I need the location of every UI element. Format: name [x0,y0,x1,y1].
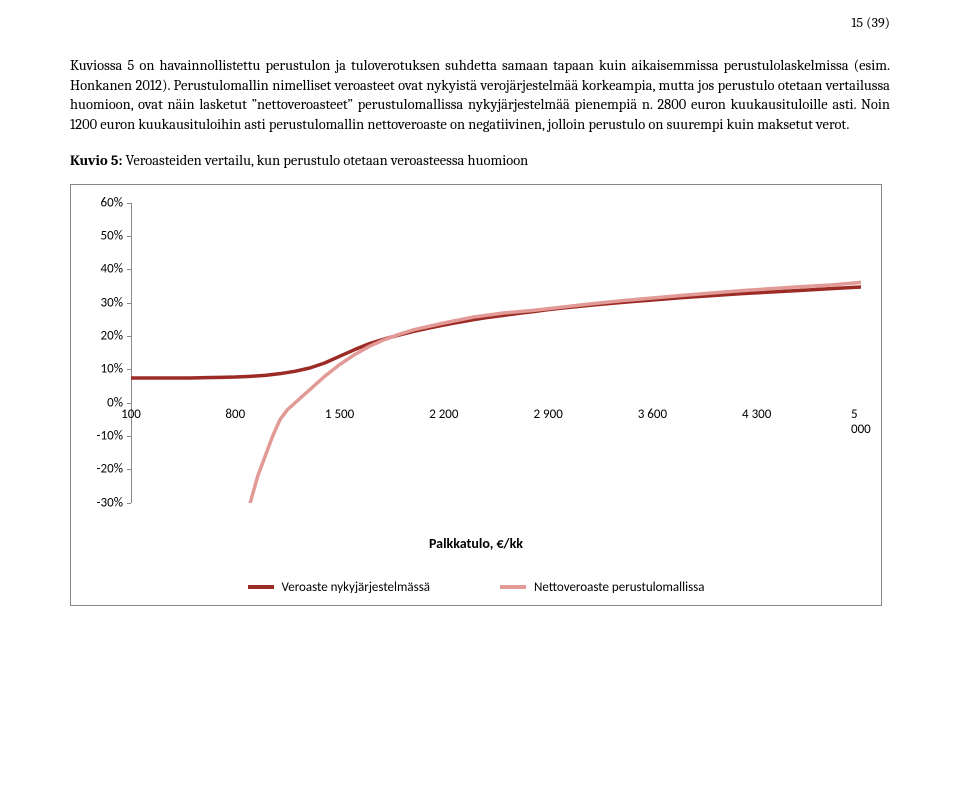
y-tick [127,503,131,504]
page-number: 15 (39) [851,14,890,31]
x-axis-title: Palkkatulo, €/kk [71,535,881,552]
chart-container: -30%-20%-10%0%10%20%30%40%50%60% 1008001… [70,184,882,606]
legend-item-1: Veroaste nykyjärjestelmässä [248,580,431,595]
figure-caption: Kuvio 5: Veroasteiden vertailu, kun peru… [70,152,890,169]
series-line-1 [131,287,861,378]
y-tick-label: 0% [83,395,123,410]
page-container: 15 (39) Kuviossa 5 on havainnollistettu … [0,0,960,809]
y-tick-label: 40% [83,262,123,277]
caption-label: Kuvio 5: [70,152,122,169]
chart-svg [131,203,861,503]
caption-text: Veroasteiden vertailu, kun perustulo ote… [122,152,528,169]
legend-swatch-2 [500,585,526,589]
y-tick-label: -30% [83,495,123,510]
y-tick-label: 20% [83,329,123,344]
series-line-2 [205,282,861,503]
legend-label-1: Veroaste nykyjärjestelmässä [282,580,431,595]
legend-swatch-1 [248,585,274,589]
y-tick-label: 30% [83,295,123,310]
y-tick-label: 50% [83,229,123,244]
y-tick-label: 10% [83,362,123,377]
y-tick-label: 60% [83,195,123,210]
y-tick-label: -10% [83,429,123,444]
body-paragraph: Kuviossa 5 on havainnollistettu perustul… [70,56,890,134]
plot-area [131,203,861,503]
legend: Veroaste nykyjärjestelmässä Nettoveroast… [71,580,881,595]
y-tick-label: -20% [83,462,123,477]
legend-label-2: Nettoveroaste perustulomallissa [534,580,704,595]
legend-item-2: Nettoveroaste perustulomallissa [500,580,704,595]
